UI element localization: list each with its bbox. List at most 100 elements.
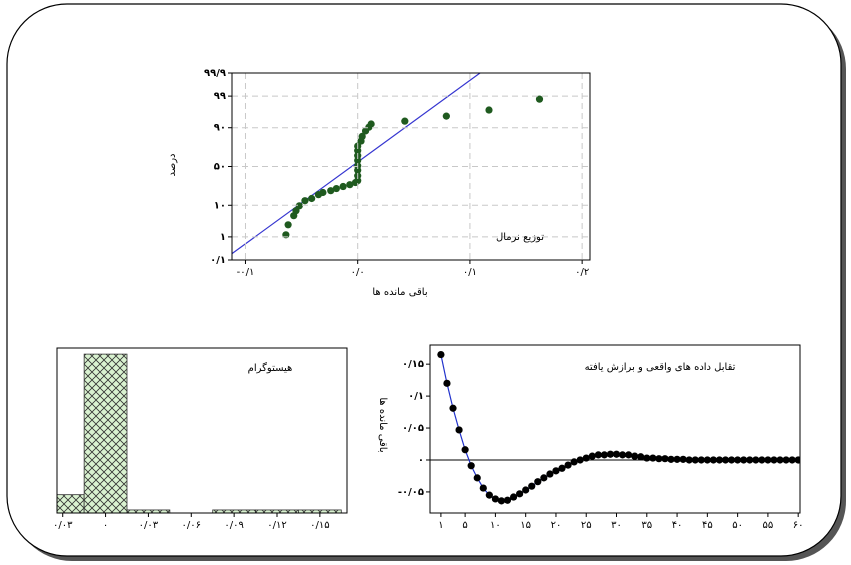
marker bbox=[679, 455, 687, 463]
x-tick-label: -۰/۱ bbox=[237, 267, 255, 278]
y-tick-label: ۰/۱۵ bbox=[402, 359, 424, 370]
marker bbox=[570, 458, 578, 466]
marker bbox=[564, 461, 572, 469]
point bbox=[401, 117, 409, 125]
marker bbox=[776, 456, 784, 464]
marker bbox=[600, 451, 609, 459]
marker bbox=[637, 453, 645, 461]
x-tick-label: ۵۰ bbox=[732, 520, 743, 531]
x-tick-label: ۲۵ bbox=[581, 520, 592, 531]
marker bbox=[612, 450, 621, 458]
marker bbox=[794, 456, 800, 464]
chart-title: هیستوگرام bbox=[248, 362, 293, 374]
marker bbox=[437, 350, 445, 359]
x-tick-label: ۰/۰۳ bbox=[139, 520, 159, 531]
point bbox=[535, 95, 544, 103]
point bbox=[485, 106, 493, 114]
marker bbox=[721, 456, 730, 464]
y-tick-label: ۱۰ bbox=[214, 200, 226, 211]
marker bbox=[467, 462, 475, 470]
plot-area bbox=[430, 345, 800, 513]
x-tick-label: ۰ bbox=[103, 520, 108, 531]
marker bbox=[588, 452, 596, 460]
marker bbox=[618, 451, 627, 459]
x-tick-label: ۵ bbox=[462, 520, 467, 531]
y-tick-label: ۰/۰۵ bbox=[402, 423, 424, 434]
marker bbox=[503, 496, 512, 504]
marker bbox=[594, 451, 602, 459]
y-tick-label: ۱ bbox=[220, 232, 226, 243]
bar bbox=[298, 509, 342, 513]
marker bbox=[528, 482, 536, 490]
y-tick-label: ۵۰ bbox=[214, 162, 226, 173]
marker bbox=[667, 455, 675, 463]
x-axis-label: باقی مانده ها bbox=[372, 287, 427, 298]
plot-content bbox=[57, 353, 342, 513]
marker bbox=[746, 456, 754, 464]
y-axis-label: درصد bbox=[167, 153, 178, 176]
marker bbox=[449, 404, 457, 412]
x-tick-label: ۰/۰۹ bbox=[224, 520, 243, 531]
marker bbox=[540, 474, 548, 482]
chart: ۰/۰۳ ۰ ۰/۰۳ ۰/۰۶ ۰/۰۹ ۰/۱۲ ۰/۱۵ هیستوگرام bbox=[53, 347, 348, 531]
x-tick-label: ۱۵ bbox=[520, 520, 531, 531]
plot-border bbox=[231, 72, 591, 261]
marker bbox=[606, 450, 615, 458]
x-tick-label: ۱ bbox=[438, 520, 443, 531]
marker bbox=[770, 456, 778, 464]
x-tick-label: ۲۰ bbox=[551, 520, 562, 531]
point bbox=[308, 194, 316, 203]
point bbox=[332, 184, 340, 193]
marker bbox=[661, 455, 669, 463]
point bbox=[284, 221, 292, 229]
marker bbox=[534, 478, 542, 486]
marker bbox=[703, 456, 711, 464]
plot-content bbox=[430, 350, 800, 505]
marker bbox=[782, 456, 790, 464]
marker bbox=[685, 456, 693, 464]
marker bbox=[727, 456, 736, 464]
marker bbox=[455, 426, 463, 434]
marker bbox=[691, 456, 699, 464]
plot-content bbox=[232, 73, 544, 255]
y-tick-label: ۰/۱ bbox=[408, 391, 424, 402]
marker bbox=[546, 470, 554, 478]
point bbox=[367, 120, 375, 128]
y-tick-label: -۰/۰۵ bbox=[398, 487, 424, 498]
chart: ۱ ۵ ۱۰ ۱۵ ۲۰ ۲۵ ۳۰ ۳۵ ۴۰ ۴۵ ۵۰ ۵۵ ۶۰-۰/۰۵۰۰/۰۵۰/۱۰/۱… bbox=[377, 344, 804, 531]
marker bbox=[461, 446, 469, 454]
point bbox=[358, 132, 366, 141]
y-axis-label: باقی مانده ها bbox=[377, 397, 388, 452]
y-tick-label: ۰/۱ bbox=[210, 255, 226, 266]
x-tick-label: ۳۵ bbox=[641, 520, 652, 531]
chart: -۰/۱ ۰/۰ ۰/۱ ۰/۲ ۰/۱ ۱ ۱۰ ۵۰ ۹۰ ۹۹ ۹۹/۹ توزیع نرمال… bbox=[167, 68, 591, 298]
point bbox=[301, 197, 309, 205]
marker bbox=[740, 456, 748, 464]
x-tick-label: ۰/۱ bbox=[463, 267, 477, 278]
marker bbox=[516, 490, 524, 498]
annotation: توزیع نرمال bbox=[496, 232, 544, 243]
marker bbox=[625, 451, 633, 459]
marker bbox=[443, 379, 451, 387]
marker bbox=[558, 464, 566, 472]
point bbox=[442, 112, 450, 120]
x-tick-label: ۰/۲ bbox=[575, 267, 589, 278]
marker bbox=[631, 452, 639, 460]
x-tick-label: ۶۰ bbox=[793, 520, 804, 531]
y-tick-label: ۹۰ bbox=[214, 123, 226, 134]
marker bbox=[715, 456, 724, 464]
bar bbox=[126, 509, 171, 513]
marker bbox=[491, 495, 500, 503]
marker bbox=[552, 467, 560, 475]
x-tick-label: ۴۰ bbox=[672, 520, 683, 531]
marker bbox=[734, 456, 742, 464]
marker bbox=[485, 491, 493, 499]
marker bbox=[673, 455, 681, 463]
marker bbox=[764, 456, 772, 464]
x-tick-label: ۰/۱۵ bbox=[310, 520, 329, 531]
point bbox=[295, 202, 303, 210]
bar bbox=[83, 353, 128, 513]
point bbox=[346, 181, 354, 189]
marker bbox=[655, 455, 663, 463]
